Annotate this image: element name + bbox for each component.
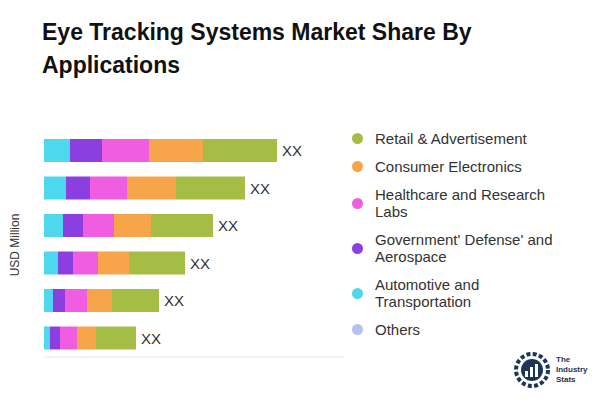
svg-text:XX: XX: [250, 180, 270, 197]
html-text:Eye Tracking Systems Market Sh: Eye Tracking Systems Market Share By App…: [42, 19, 472, 78]
html-text:Government' Defense' and Aeros: Government' Defense' and Aerospace: [375, 231, 553, 265]
svg-text:XX: XX: [218, 217, 238, 234]
svg-text:XX: XX: [282, 142, 302, 159]
html-text:Industry: Industry: [556, 365, 588, 374]
html-text:USD Million: USD Million: [8, 213, 22, 277]
html-text:The: The: [556, 355, 571, 364]
svg-text:XX: XX: [190, 255, 210, 272]
svg-text:XX: XX: [164, 292, 184, 309]
html-text:Stats: Stats: [556, 375, 576, 384]
html-text:Automotive and Transportation: Automotive and Transportation: [375, 276, 480, 310]
html-text:Retail & Advertisement: Retail & Advertisement: [375, 130, 527, 147]
html-text:Others: Others: [375, 321, 420, 338]
html-text:Healthcare and Research Labs: Healthcare and Research Labs: [375, 186, 546, 220]
html-text:Consumer Electronics: Consumer Electronics: [375, 158, 522, 175]
svg-text:XX: XX: [141, 330, 161, 347]
